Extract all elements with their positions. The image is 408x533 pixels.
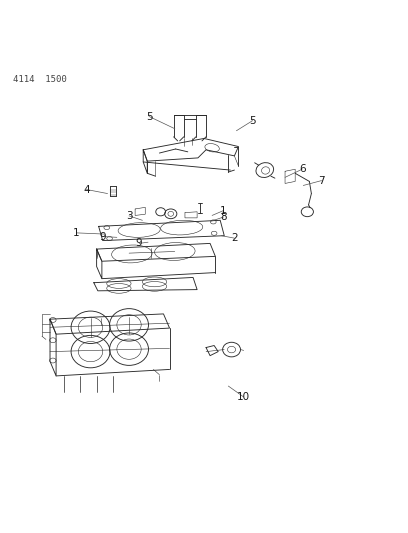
Text: 4: 4 bbox=[83, 184, 90, 195]
Text: 8: 8 bbox=[220, 212, 227, 222]
Text: 4114  1500: 4114 1500 bbox=[13, 75, 67, 84]
Text: 1: 1 bbox=[73, 228, 80, 238]
Text: 5: 5 bbox=[249, 116, 256, 126]
Text: 10: 10 bbox=[237, 392, 250, 402]
Text: 9: 9 bbox=[100, 231, 106, 241]
Text: 5: 5 bbox=[146, 111, 153, 122]
Text: 7: 7 bbox=[318, 175, 325, 185]
Text: 3: 3 bbox=[126, 211, 132, 221]
Text: 1: 1 bbox=[220, 206, 227, 215]
Text: 9: 9 bbox=[136, 238, 142, 248]
Text: 2: 2 bbox=[231, 233, 238, 243]
Text: 6: 6 bbox=[299, 164, 305, 174]
